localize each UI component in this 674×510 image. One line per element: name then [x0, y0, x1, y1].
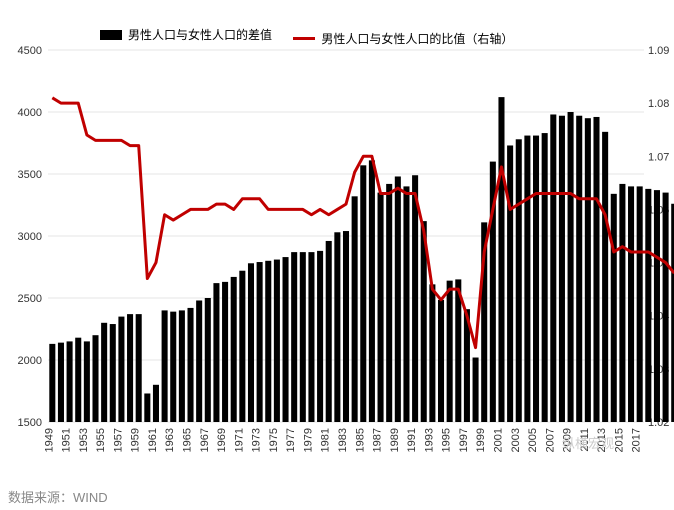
- svg-text:2015: 2015: [613, 428, 625, 452]
- svg-text:1975: 1975: [268, 428, 280, 452]
- svg-text:1959: 1959: [130, 428, 142, 452]
- svg-text:1981: 1981: [320, 428, 332, 452]
- svg-text:3000: 3000: [18, 231, 42, 243]
- svg-text:1983: 1983: [337, 428, 349, 452]
- svg-text:1997: 1997: [458, 428, 470, 452]
- svg-text:1961: 1961: [147, 428, 159, 452]
- svg-text:1963: 1963: [164, 428, 176, 452]
- svg-text:1.08: 1.08: [648, 98, 669, 110]
- svg-text:1991: 1991: [406, 428, 418, 452]
- svg-text:2011: 2011: [579, 428, 591, 452]
- svg-text:2017: 2017: [631, 428, 643, 452]
- svg-text:1500: 1500: [18, 417, 42, 429]
- svg-text:1989: 1989: [389, 428, 401, 452]
- svg-text:1.09: 1.09: [648, 45, 669, 57]
- svg-text:1979: 1979: [302, 428, 314, 452]
- svg-text:2009: 2009: [562, 428, 574, 452]
- svg-text:2013: 2013: [596, 428, 608, 452]
- svg-text:4500: 4500: [18, 45, 42, 57]
- svg-text:1985: 1985: [354, 428, 366, 452]
- source-value: WIND: [73, 490, 108, 505]
- svg-text:1971: 1971: [233, 428, 245, 452]
- svg-text:1973: 1973: [251, 428, 263, 452]
- svg-text:1951: 1951: [61, 428, 73, 452]
- source-label: 数据来源：: [8, 490, 73, 505]
- svg-text:1.07: 1.07: [648, 151, 669, 163]
- svg-text:2005: 2005: [527, 428, 539, 452]
- svg-text:2500: 2500: [18, 293, 42, 305]
- svg-text:1965: 1965: [182, 428, 194, 452]
- svg-text:2001: 2001: [492, 428, 504, 452]
- svg-text:1999: 1999: [475, 428, 487, 452]
- svg-text:2007: 2007: [544, 428, 556, 452]
- chart-svg: 15002000250030003500400045001.021.031.04…: [48, 20, 644, 450]
- svg-text:4000: 4000: [18, 107, 42, 119]
- svg-text:1993: 1993: [423, 428, 435, 452]
- svg-text:1987: 1987: [372, 428, 384, 452]
- svg-text:1953: 1953: [78, 428, 90, 452]
- svg-text:1967: 1967: [199, 428, 211, 452]
- svg-text:1957: 1957: [112, 428, 124, 452]
- svg-text:1977: 1977: [285, 428, 297, 452]
- data-source: 数据来源：WIND: [8, 487, 108, 506]
- svg-text:1955: 1955: [95, 428, 107, 452]
- svg-text:3500: 3500: [18, 169, 42, 181]
- svg-text:1969: 1969: [216, 428, 228, 452]
- svg-text:1949: 1949: [43, 428, 55, 452]
- chart-container: 男性人口与女性人口的差值 男性人口与女性人口的比值（右轴） 1500200025…: [0, 0, 674, 510]
- svg-text:2000: 2000: [18, 355, 42, 367]
- svg-text:1995: 1995: [441, 428, 453, 452]
- svg-text:2003: 2003: [510, 428, 522, 452]
